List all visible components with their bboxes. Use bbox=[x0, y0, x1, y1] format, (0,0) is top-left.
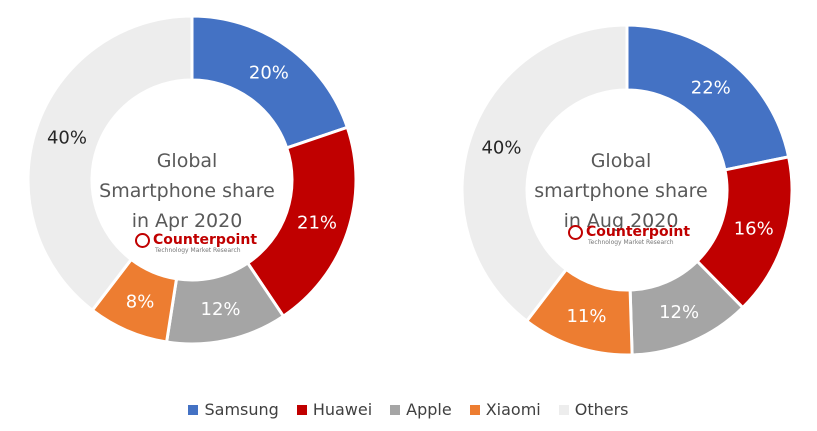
legend-item: Others bbox=[558, 400, 629, 419]
legend-label: Apple bbox=[406, 400, 452, 419]
pie-slice bbox=[625, 23, 791, 172]
value-label: 20% bbox=[249, 63, 289, 84]
legend-swatch bbox=[296, 404, 307, 415]
value-label: 8% bbox=[126, 291, 155, 312]
logo: Counterpoint Technology Market Research bbox=[133, 232, 263, 254]
value-label: 16% bbox=[734, 219, 774, 240]
legend-swatch bbox=[469, 404, 480, 415]
legend-label: Huawei bbox=[312, 400, 373, 419]
legend-item: Apple bbox=[390, 400, 452, 419]
logo-subtext: Technology Market Research bbox=[155, 247, 241, 254]
value-label: 12% bbox=[659, 302, 699, 323]
legend-label: Xiaomi bbox=[485, 400, 541, 419]
chart-title: Global Smartphone share in Apr 2020 bbox=[99, 150, 275, 232]
legend-swatch bbox=[390, 404, 401, 415]
value-label: 12% bbox=[201, 299, 241, 320]
legend-item: Samsung bbox=[188, 400, 279, 419]
legend-item: Huawei bbox=[296, 400, 373, 419]
value-label: 21% bbox=[297, 212, 337, 233]
value-label: 11% bbox=[566, 306, 606, 327]
legend-item: Xiaomi bbox=[469, 400, 541, 419]
legend: Samsung Huawei Apple Xiaomi Others bbox=[0, 400, 817, 419]
logo-icon bbox=[568, 225, 583, 240]
value-label: 22% bbox=[691, 77, 731, 98]
pie-slice bbox=[460, 23, 629, 324]
value-label: 40% bbox=[481, 137, 521, 158]
pie-slice bbox=[190, 14, 350, 150]
legend-swatch bbox=[558, 404, 569, 415]
legend-label: Others bbox=[574, 400, 629, 419]
pie-slice bbox=[245, 125, 358, 319]
legend-swatch bbox=[188, 404, 199, 415]
logo-text: Counterpoint bbox=[153, 232, 258, 248]
chart-title: Global smartphone share in Aug 2020 bbox=[534, 150, 708, 232]
pie-slice bbox=[26, 14, 194, 313]
logo: Counterpoint Technology Market Research bbox=[566, 224, 696, 246]
logo-subtext: Technology Market Research bbox=[588, 239, 674, 246]
logo-icon bbox=[135, 233, 150, 248]
value-label: 40% bbox=[47, 128, 87, 149]
logo-text: Counterpoint bbox=[586, 224, 691, 240]
legend-label: Samsung bbox=[204, 400, 279, 419]
